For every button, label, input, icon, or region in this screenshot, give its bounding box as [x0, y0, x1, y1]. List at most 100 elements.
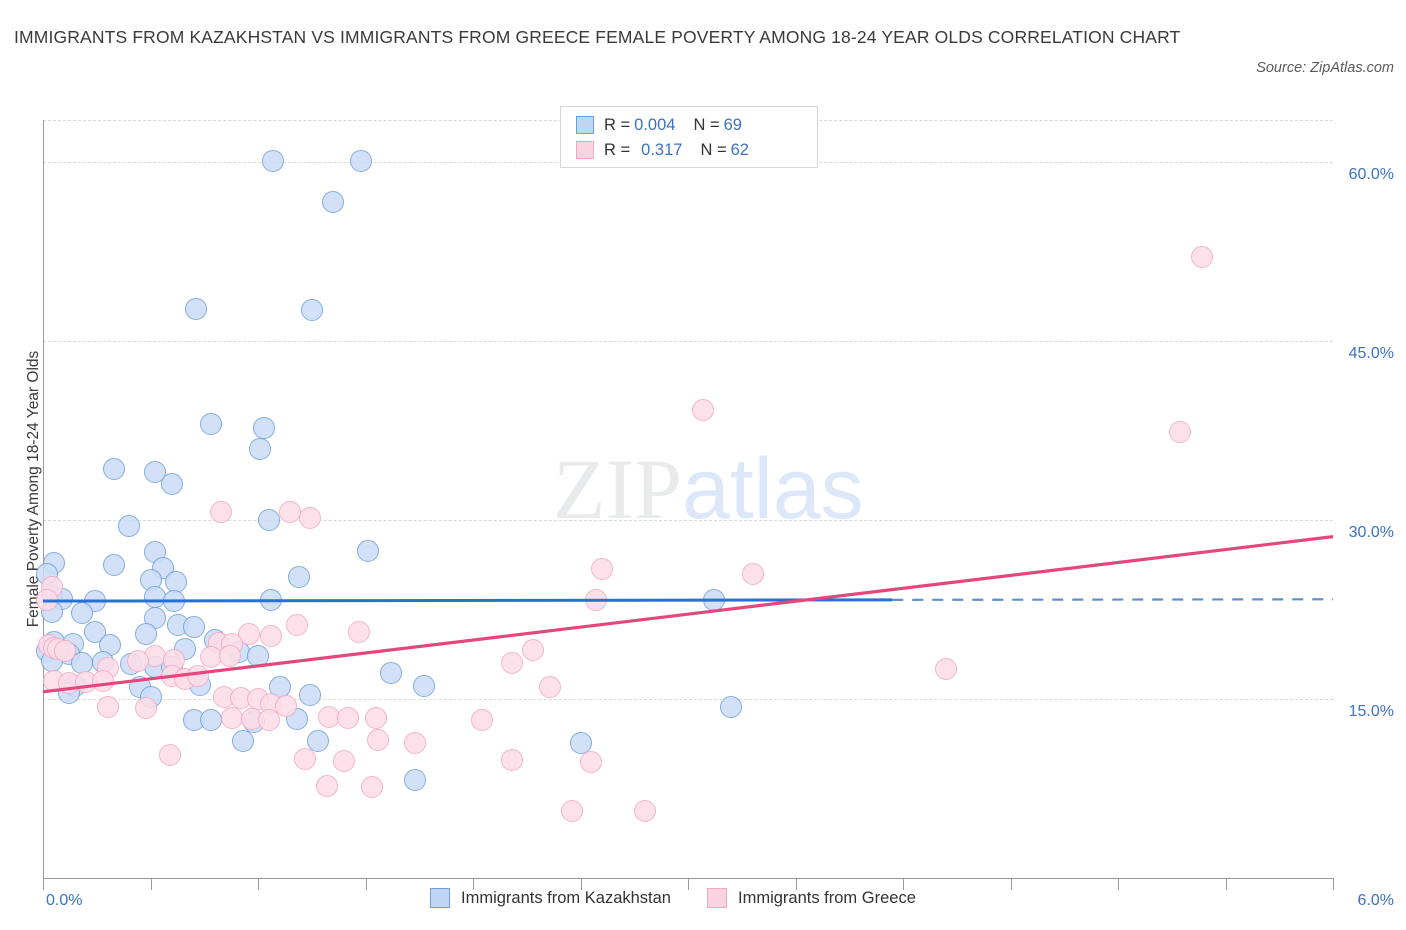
data-point-greece[interactable] [257, 709, 280, 732]
data-point-greece[interactable] [935, 658, 957, 681]
data-point-kazakhstan[interactable] [702, 588, 725, 611]
data-point-kazakhstan[interactable] [231, 729, 254, 752]
page-title: IMMIGRANTS FROM KAZAKHSTAN VS IMMIGRANTS… [14, 27, 1181, 47]
data-point-kazakhstan[interactable] [403, 769, 426, 792]
x-axis-tick [1118, 879, 1119, 890]
data-point-greece[interactable] [741, 562, 764, 585]
data-point-greece[interactable] [219, 644, 242, 667]
data-point-kazakhstan[interactable] [70, 601, 93, 624]
data-point-kazakhstan[interactable] [143, 461, 166, 484]
data-point-greece[interactable] [285, 613, 308, 636]
data-point-greece[interactable] [279, 500, 302, 523]
data-point-greece[interactable] [365, 707, 388, 730]
data-point-greece[interactable] [274, 695, 297, 718]
data-point-kazakhstan[interactable] [135, 623, 158, 646]
data-point-greece[interactable] [135, 697, 158, 720]
data-point-kazakhstan[interactable] [300, 298, 323, 321]
data-point-greece[interactable] [500, 748, 523, 771]
data-point-greece[interactable] [92, 670, 115, 693]
data-point-greece[interactable] [36, 588, 59, 611]
data-point-kazakhstan[interactable] [262, 149, 285, 172]
data-point-kazakhstan[interactable] [412, 674, 435, 697]
x-axis-tick [1333, 879, 1334, 890]
y-axis-tick-label: 45.0% [1348, 344, 1394, 362]
data-point-greece[interactable] [1190, 246, 1213, 269]
legend-row-greece: R = 0.317 N = 62 [576, 138, 749, 162]
data-point-kazakhstan[interactable] [569, 732, 592, 755]
data-point-kazakhstan[interactable] [356, 539, 379, 562]
data-point-kazakhstan[interactable] [199, 413, 222, 436]
data-point-greece[interactable] [500, 652, 523, 675]
data-point-greece[interactable] [692, 399, 715, 422]
data-point-greece[interactable] [360, 776, 383, 799]
legend-item-greece[interactable]: Immigrants from Greece [707, 888, 916, 908]
data-point-greece[interactable] [348, 621, 371, 644]
x-axis-tick [258, 879, 259, 890]
y-axis-line [43, 120, 44, 878]
data-point-greece[interactable] [580, 751, 603, 774]
data-point-greece[interactable] [210, 500, 233, 523]
data-point-kazakhstan[interactable] [102, 457, 125, 480]
data-point-greece[interactable] [1169, 420, 1192, 443]
data-point-greece[interactable] [53, 640, 76, 663]
data-point-greece[interactable] [96, 696, 119, 719]
data-point-kazakhstan[interactable] [161, 473, 183, 496]
data-point-greece[interactable] [367, 728, 390, 751]
data-point-greece[interactable] [403, 732, 426, 755]
data-point-greece[interactable] [522, 639, 545, 661]
data-point-kazakhstan[interactable] [163, 590, 186, 613]
legend-item-kazakhstan[interactable]: Immigrants from Kazakhstan [430, 888, 671, 908]
data-point-greece[interactable] [158, 744, 181, 767]
data-point-kazakhstan[interactable] [350, 149, 373, 172]
gridline [43, 698, 1333, 700]
data-point-greece[interactable] [186, 665, 209, 688]
n-label-kazakhstan: N = [693, 115, 720, 134]
source-label: Source: ZipAtlas.com [1256, 60, 1394, 76]
data-point-kazakhstan[interactable] [380, 661, 403, 684]
data-point-kazakhstan[interactable] [259, 588, 282, 611]
data-point-greece[interactable] [126, 649, 149, 672]
data-point-kazakhstan[interactable] [184, 297, 207, 320]
data-point-greece[interactable] [315, 775, 338, 798]
data-point-kazakhstan[interactable] [102, 554, 125, 577]
trendline-kazakhstan-projected [892, 598, 1334, 601]
data-point-greece[interactable] [259, 624, 282, 647]
data-point-greece[interactable] [221, 707, 244, 730]
data-point-greece[interactable] [337, 707, 360, 730]
data-point-greece[interactable] [560, 800, 583, 823]
data-point-kazakhstan[interactable] [257, 508, 280, 531]
data-point-greece[interactable] [470, 709, 493, 732]
data-point-kazakhstan[interactable] [249, 438, 272, 461]
data-point-kazakhstan[interactable] [298, 684, 321, 707]
data-point-greece[interactable] [591, 557, 613, 580]
r-value-kazakhstan: 0.004 [634, 115, 676, 134]
data-point-kazakhstan[interactable] [720, 696, 742, 719]
data-point-greece[interactable] [298, 506, 321, 529]
legend-color-greece [707, 888, 727, 908]
data-point-greece[interactable] [634, 800, 656, 823]
data-point-kazakhstan[interactable] [199, 709, 222, 732]
n-value-kazakhstan: 69 [723, 115, 742, 134]
data-point-kazakhstan[interactable] [322, 191, 345, 214]
data-point-greece[interactable] [584, 588, 607, 611]
data-point-greece[interactable] [539, 676, 562, 698]
n-label-greece: N = [700, 140, 727, 159]
data-point-kazakhstan[interactable] [307, 729, 330, 752]
r-label-greece: R = [604, 140, 631, 159]
legend-label-greece: Immigrants from Greece [738, 888, 916, 907]
data-point-kazakhstan[interactable] [118, 514, 140, 537]
data-point-greece[interactable] [333, 750, 355, 773]
data-point-kazakhstan[interactable] [247, 644, 269, 667]
title-block: IMMIGRANTS FROM KAZAKHSTAN VS IMMIGRANTS… [14, 18, 1214, 56]
data-point-kazakhstan[interactable] [182, 616, 205, 639]
x-axis-tick [1225, 879, 1227, 890]
x-axis-line [43, 878, 1334, 879]
y-axis-tick-label: 15.0% [1348, 702, 1394, 720]
trendline-greece [42, 535, 1334, 694]
data-point-kazakhstan[interactable] [287, 566, 310, 589]
data-point-kazakhstan[interactable] [253, 416, 276, 439]
data-point-greece[interactable] [294, 747, 317, 770]
y-axis-tick-label: 60.0% [1348, 165, 1394, 183]
legend-row-kazakhstan: R = 0.004 N = 69 [576, 113, 742, 137]
